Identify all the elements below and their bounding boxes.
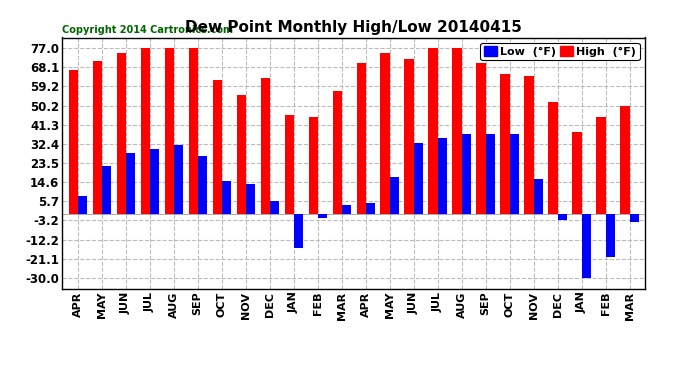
Bar — [68, 70, 78, 214]
Bar — [596, 117, 606, 214]
Bar — [620, 106, 629, 214]
Bar — [629, 214, 639, 222]
Bar — [261, 78, 270, 214]
Bar — [533, 179, 543, 214]
Bar — [524, 76, 533, 214]
Title: Dew Point Monthly High/Low 20140415: Dew Point Monthly High/Low 20140415 — [185, 20, 522, 35]
Bar — [453, 48, 462, 214]
Bar — [342, 205, 351, 214]
Bar — [573, 132, 582, 214]
Bar — [237, 96, 246, 214]
Bar — [174, 145, 183, 214]
Bar — [221, 182, 230, 214]
Bar — [308, 117, 317, 214]
Bar — [164, 48, 174, 214]
Bar — [213, 81, 221, 214]
Bar — [197, 156, 207, 214]
Bar — [404, 59, 413, 214]
Bar — [606, 214, 615, 256]
Bar — [390, 177, 399, 214]
Bar — [333, 91, 342, 214]
Bar — [92, 61, 101, 214]
Bar — [284, 115, 294, 214]
Bar — [126, 153, 135, 214]
Bar — [380, 53, 390, 214]
Bar — [462, 134, 471, 214]
Bar — [317, 214, 327, 218]
Bar — [477, 63, 486, 214]
Bar — [486, 134, 495, 214]
Text: Copyright 2014 Cartronics.com: Copyright 2014 Cartronics.com — [62, 25, 233, 35]
Bar — [428, 48, 437, 214]
Bar — [437, 138, 446, 214]
Legend: Low  (°F), High  (°F): Low (°F), High (°F) — [480, 43, 640, 60]
Bar — [294, 214, 303, 248]
Bar — [510, 134, 519, 214]
Bar — [549, 102, 558, 214]
Bar — [141, 48, 150, 214]
Bar — [188, 48, 197, 214]
Bar — [582, 214, 591, 278]
Bar — [558, 214, 566, 220]
Bar — [270, 201, 279, 214]
Bar — [101, 166, 111, 214]
Bar — [117, 53, 126, 214]
Bar — [413, 143, 423, 214]
Bar — [500, 74, 510, 214]
Bar — [366, 203, 375, 214]
Bar — [150, 149, 159, 214]
Bar — [357, 63, 366, 214]
Bar — [246, 183, 255, 214]
Bar — [78, 196, 87, 214]
